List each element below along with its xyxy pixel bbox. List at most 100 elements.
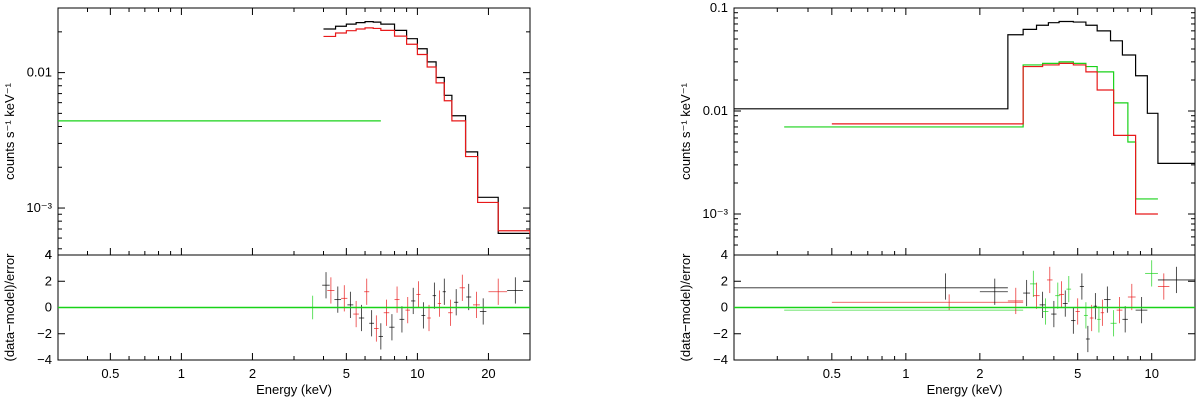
residual-point (432, 282, 437, 309)
y-tick-label: −4 (713, 352, 728, 367)
x-tick-label: 5 (343, 366, 350, 381)
residual-point (399, 306, 405, 333)
x-tick-label: 20 (481, 366, 495, 381)
model-curve-black (323, 21, 530, 237)
residual-point (394, 286, 400, 313)
right-spectrum-panel: 0.5 1 2 5 10 Energy (keV) 0.1 0.01 10⁻³ counts s⁻… (678, 0, 1196, 397)
residual-point (1135, 297, 1148, 324)
model-curve-red (831, 62, 1158, 215)
residual-point (979, 278, 1008, 305)
residual-point (1055, 282, 1061, 309)
y-tick-label: −2 (37, 326, 52, 341)
residual-point (369, 310, 375, 337)
x-tick-label: 0.5 (823, 366, 841, 381)
y-axis-label-bottom: (data−model)/error (678, 253, 693, 362)
residual-point (1042, 298, 1049, 325)
x-tick-label: 2 (976, 366, 983, 381)
residual-point (374, 315, 379, 342)
residual-point (1157, 266, 1195, 294)
residual-point (1046, 266, 1053, 294)
residual-point (378, 323, 384, 350)
residual-point (327, 277, 335, 304)
y-tick-label: 0 (45, 300, 52, 315)
residual-point (1127, 283, 1136, 311)
residual-point (488, 278, 508, 305)
residual-point (1157, 273, 1170, 300)
model-curve-red (323, 27, 530, 235)
residual-point (1110, 310, 1117, 337)
y-tick-label: 4 (45, 247, 52, 262)
residual-point (1079, 273, 1084, 300)
y-tick-label: 10⁻³ (702, 206, 728, 221)
residual-point (421, 302, 426, 329)
residual-point (1066, 276, 1072, 303)
residual-point (322, 272, 330, 299)
x-tick-label: 5 (1074, 366, 1081, 381)
x-tick-label: 2 (249, 366, 256, 381)
y-tick-label: 10⁻³ (26, 200, 52, 215)
residual-point (1100, 299, 1105, 326)
residual-point (389, 314, 395, 341)
residual-point (334, 286, 342, 313)
spectrum-plot-frame (57, 7, 531, 256)
residual-point (442, 278, 446, 305)
residual-point (1085, 325, 1090, 353)
residual-point (1033, 282, 1040, 309)
residual-point (448, 299, 453, 326)
y-axis-label-bottom: (data−model)/error (2, 253, 17, 362)
residual-point (1093, 293, 1098, 320)
residual-point (1007, 287, 1024, 315)
residual-point (364, 278, 370, 305)
residual-point (1030, 270, 1037, 297)
residual-point (405, 297, 410, 324)
residual-point (347, 291, 354, 318)
spectrum-plot-frame (733, 7, 1196, 256)
residual-point (1116, 297, 1123, 324)
residual-point (437, 290, 442, 317)
residual-point (1145, 260, 1158, 287)
model-curve-black (734, 20, 1195, 164)
residual-point (383, 299, 390, 326)
y-axis-label-top: counts s⁻¹ keV⁻¹ (2, 82, 17, 179)
y-tick-label: 0.01 (703, 103, 728, 118)
x-axis-label: Energy (keV) (927, 382, 1003, 397)
residual-point (427, 304, 431, 332)
y-tick-label: 4 (721, 247, 728, 262)
residual-point (507, 277, 523, 304)
residual-point (466, 283, 472, 311)
y-tick-label: 4 (45, 247, 52, 262)
residual-point (1075, 298, 1080, 325)
residual-point (1023, 279, 1031, 307)
residual-point (416, 281, 421, 308)
residual-point (479, 298, 487, 325)
residual-point (358, 304, 365, 332)
residual-point (472, 291, 480, 318)
residual-point (353, 300, 359, 328)
residual-point (1062, 290, 1068, 317)
x-tick-label: 0.5 (101, 366, 119, 381)
model-curve-green (784, 61, 1158, 200)
residual-point (1059, 281, 1065, 308)
x-tick-label: 1 (178, 366, 185, 381)
residual-point (459, 274, 465, 301)
residual-point (1071, 307, 1076, 334)
y-axis-label-top: counts s⁻¹ keV⁻¹ (678, 82, 693, 179)
x-tick-label: 1 (902, 366, 909, 381)
residual-point (454, 289, 459, 316)
x-tick-label: 10 (1144, 366, 1158, 381)
residual-point (1104, 286, 1111, 313)
residual-point (1039, 291, 1046, 318)
residual-point (1089, 304, 1094, 332)
x-tick-label: 10 (410, 366, 424, 381)
residual-point (1122, 306, 1128, 333)
residual-point (1097, 306, 1101, 333)
y-tick-label: −4 (37, 352, 52, 367)
y-tick-label: 0.1 (710, 0, 728, 15)
residual-point (411, 287, 416, 315)
residual-point (1051, 300, 1057, 328)
y-tick-label: 0.01 (27, 65, 52, 80)
y-tick-label: 2 (721, 273, 728, 288)
residual-point (1083, 302, 1088, 329)
